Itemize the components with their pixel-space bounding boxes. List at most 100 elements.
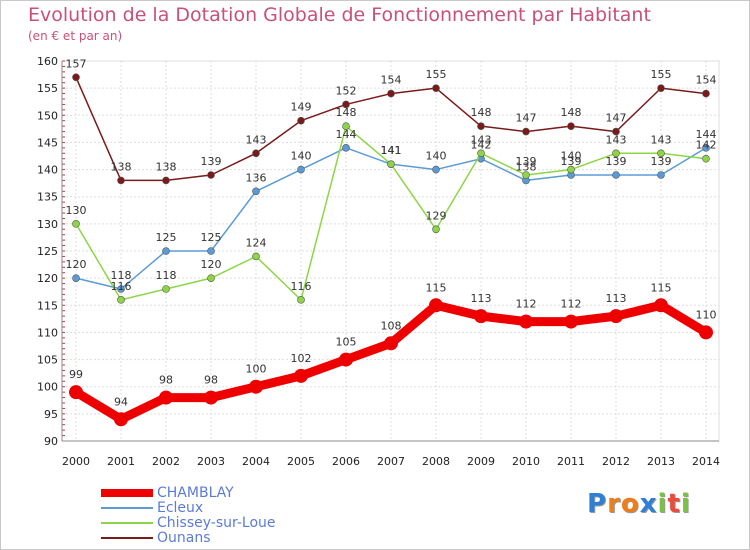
y-tick-label: 160 <box>37 55 58 68</box>
data-point-ounans <box>72 73 80 82</box>
data-label-ounans: 139 <box>201 155 222 168</box>
data-label-ecleux: 139 <box>651 155 672 168</box>
legend-item-chamblay: CHAMBLAY <box>101 484 276 501</box>
data-label-chissey-sur-loue: 141 <box>381 144 402 157</box>
line-chart: 90 95 100 105 110 115 120 125 130 135 140 145 150 155… <box>37 55 720 468</box>
data-point-ounans <box>117 176 125 185</box>
x-tick-label: 2010 <box>512 455 540 468</box>
x-tick-label: 2014 <box>692 455 720 468</box>
data-label-ecleux: 118 <box>111 269 132 282</box>
data-label-chamblay: 108 <box>381 319 402 332</box>
data-point-chamblay <box>159 390 173 405</box>
data-label-ecleux: 140 <box>426 150 447 163</box>
x-tick-label: 2006 <box>332 455 360 468</box>
data-label-ounans: 147 <box>606 112 627 125</box>
data-point-ounans <box>657 84 665 92</box>
data-point-chissey-sur-loue <box>702 154 710 163</box>
data-label-chamblay: 98 <box>204 374 218 387</box>
data-label-chamblay: 112 <box>561 298 582 311</box>
data-label-ecleux: 144 <box>336 128 357 141</box>
y-tick-label: 140 <box>37 164 58 177</box>
legend-item-ecleux: Ecleux <box>101 500 276 516</box>
data-point-ounans <box>252 149 260 158</box>
data-point-ounans <box>567 122 575 130</box>
data-point-ecleux <box>297 165 305 174</box>
data-label-ecleux: 139 <box>606 155 627 168</box>
legend-item-ounans: Ounans <box>101 530 276 546</box>
data-point-chissey-sur-loue <box>297 296 305 304</box>
data-point-ecleux <box>162 247 170 255</box>
legend-swatch-chamblay <box>101 488 153 497</box>
y-tick-label: 115 <box>37 299 58 312</box>
data-point-ounans <box>387 89 395 98</box>
legend-swatch-ecleux <box>101 506 153 509</box>
data-label-ecleux: 120 <box>66 258 87 271</box>
y-tick-label: 120 <box>37 272 58 285</box>
data-label-chissey-sur-loue: 129 <box>426 209 447 222</box>
data-label-ounans: 148 <box>471 106 492 119</box>
x-tick-label: 2007 <box>377 455 405 468</box>
data-label-chissey-sur-loue: 118 <box>156 269 177 282</box>
data-label-ounans: 138 <box>156 160 177 173</box>
data-point-ounans <box>522 127 530 136</box>
legend-label-chamblay: CHAMBLAY <box>157 484 234 501</box>
data-point-chissey-sur-loue <box>567 165 575 174</box>
data-point-chamblay <box>564 314 578 329</box>
logo-letter: P <box>587 489 608 519</box>
data-label-ecleux: 125 <box>156 231 177 244</box>
x-tick-label: 2002 <box>152 455 180 468</box>
data-point-ounans <box>612 127 620 136</box>
data-label-ounans: 155 <box>651 68 672 81</box>
data-label-chissey-sur-loue: 143 <box>651 133 672 146</box>
data-point-chamblay <box>609 309 623 324</box>
data-label-ecleux: 136 <box>246 171 267 184</box>
data-label-ounans: 149 <box>291 101 312 114</box>
y-tick-label: 110 <box>37 326 58 339</box>
data-point-chissey-sur-loue <box>477 149 485 158</box>
data-point-chamblay <box>699 325 713 340</box>
data-point-chamblay <box>294 368 308 383</box>
data-label-ecleux: 125 <box>201 231 222 244</box>
data-label-chamblay: 94 <box>114 395 128 408</box>
data-label-chamblay: 100 <box>246 363 267 376</box>
x-tick-label: 2009 <box>467 455 495 468</box>
data-label-chissey-sur-loue: 130 <box>66 204 87 217</box>
y-tick-label: 100 <box>37 381 58 394</box>
data-label-ecleux: 144 <box>696 128 717 141</box>
data-point-ecleux <box>342 144 350 152</box>
x-tick-label: 2013 <box>647 455 675 468</box>
x-tick-label: 2001 <box>107 455 135 468</box>
x-tick-label: 2012 <box>602 455 630 468</box>
data-point-chamblay <box>249 379 263 394</box>
logo-letter: i <box>680 489 691 519</box>
x-tick-label: 2008 <box>422 455 450 468</box>
data-label-chamblay: 112 <box>516 298 537 311</box>
data-point-ounans <box>702 89 710 98</box>
x-tick-label: 2003 <box>197 455 225 468</box>
data-label-chissey-sur-loue: 148 <box>336 106 357 119</box>
legend-swatch-chissey <box>101 521 153 524</box>
data-point-ounans <box>162 176 170 185</box>
data-label-chamblay: 99 <box>69 368 83 381</box>
data-label-chissey-sur-loue: 143 <box>606 133 627 146</box>
data-label-ounans: 152 <box>336 84 357 97</box>
legend-swatch-ounans <box>101 536 153 539</box>
data-label-chissey-sur-loue: 116 <box>111 280 132 293</box>
data-point-chissey-sur-loue <box>207 274 215 282</box>
data-label-ounans: 154 <box>696 74 717 87</box>
data-point-ecleux <box>72 274 80 282</box>
y-tick-label: 150 <box>37 109 58 122</box>
series-layer <box>69 73 713 427</box>
data-point-chissey-sur-loue <box>342 122 350 130</box>
y-tick-label: 130 <box>37 218 58 231</box>
y-tick-label: 145 <box>37 136 58 149</box>
data-label-ounans: 154 <box>381 74 402 87</box>
data-point-ounans <box>297 116 305 125</box>
data-point-ecleux <box>612 171 620 179</box>
data-point-ounans <box>477 122 485 130</box>
data-label-chissey-sur-loue: 139 <box>516 155 537 168</box>
data-label-chissey-sur-loue: 116 <box>291 280 312 293</box>
y-tick-label: 125 <box>37 245 58 258</box>
data-point-ounans <box>207 171 215 179</box>
